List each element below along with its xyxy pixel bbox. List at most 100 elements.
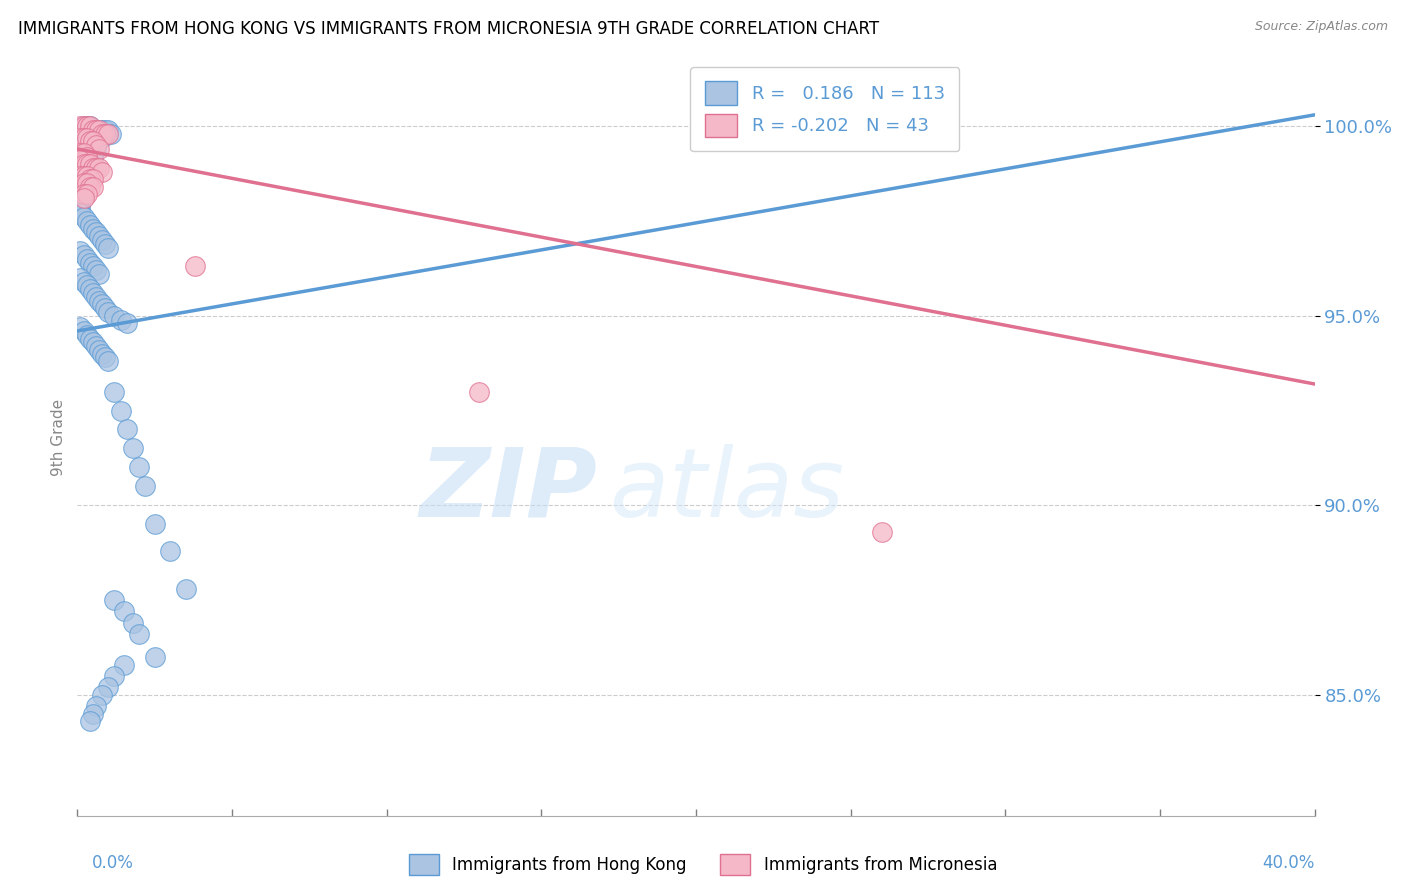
Point [76,149,98,163]
Point [76,327,98,342]
Point [97,680,120,694]
Point [72,119,94,133]
Point [72,179,94,194]
Point [76,119,98,133]
Point [82,172,104,186]
Text: 40.0%: 40.0% [1263,854,1315,871]
Point [84,225,107,239]
Point [84,699,107,714]
Point [91,346,114,360]
Text: atlas: atlas [609,443,845,537]
Point [79,138,101,153]
Point [69,130,91,145]
Point [69,244,91,259]
Point [72,164,94,178]
Point [69,153,91,168]
Point [72,169,94,183]
Point [82,179,104,194]
Point [103,669,125,683]
Text: Source: ZipAtlas.com: Source: ZipAtlas.com [1254,20,1388,33]
Point [76,130,98,145]
Point [72,187,94,202]
Point [84,123,107,137]
Point [122,442,145,456]
Point [82,161,104,175]
Point [87,267,110,281]
Point [76,278,98,293]
Point [82,335,104,350]
Point [143,649,166,664]
Point [72,119,94,133]
Point [69,199,91,213]
Point [84,138,107,153]
Point [82,285,104,300]
Point [91,297,114,311]
Point [69,206,91,220]
Point [84,263,107,277]
Point [112,657,135,672]
Point [72,172,94,186]
Point [94,236,117,251]
Point [69,191,91,205]
Point [72,275,94,289]
Point [100,127,122,141]
Point [87,130,110,145]
Point [79,134,101,148]
Point [79,218,101,232]
Point [72,145,94,160]
Point [82,706,104,721]
Point [69,157,91,171]
Point [69,320,91,334]
Point [72,157,94,171]
Point [72,130,94,145]
Point [87,229,110,244]
Point [72,248,94,262]
Point [69,149,91,163]
Point [94,301,117,315]
Point [69,194,91,209]
Point [76,134,98,148]
Point [82,130,104,145]
Point [76,127,98,141]
Point [115,422,138,436]
Point [84,123,107,137]
Text: 0.0%: 0.0% [91,854,134,871]
Point [69,119,91,133]
Point [94,351,117,365]
Point [184,260,207,274]
Point [91,127,114,141]
Point [72,138,94,153]
Point [69,184,91,198]
Point [97,354,120,368]
Point [82,142,104,156]
Point [69,176,91,190]
Point [79,134,101,148]
Point [79,179,101,194]
Point [72,324,94,338]
Point [112,604,135,618]
Point [72,145,94,160]
Point [69,164,91,178]
Point [91,688,114,702]
Point [84,161,107,175]
Point [69,169,91,183]
Point [82,134,104,148]
Point [72,176,94,190]
Point [79,119,101,133]
Point [76,214,98,228]
Point [79,282,101,296]
Point [115,316,138,330]
Point [79,127,101,141]
Point [76,145,98,160]
Text: IMMIGRANTS FROM HONG KONG VS IMMIGRANTS FROM MICRONESIA 9TH GRADE CORRELATION CH: IMMIGRANTS FROM HONG KONG VS IMMIGRANTS … [18,20,879,37]
Point [72,191,94,205]
Point [87,142,110,156]
Point [110,312,132,326]
Point [76,138,98,153]
Point [69,270,91,285]
Point [91,233,114,247]
Point [103,384,125,399]
Point [87,123,110,137]
Point [87,123,110,137]
Point [76,161,98,175]
